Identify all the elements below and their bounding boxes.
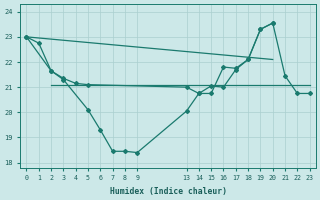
X-axis label: Humidex (Indice chaleur): Humidex (Indice chaleur) xyxy=(109,187,227,196)
